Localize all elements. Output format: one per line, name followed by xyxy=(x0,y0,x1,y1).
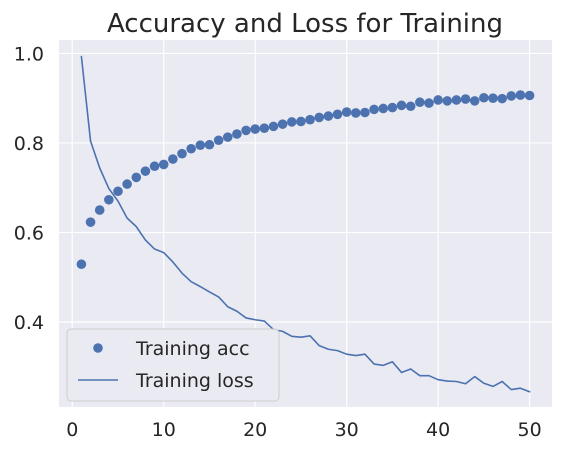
acc-point xyxy=(140,166,151,176)
acc-point xyxy=(158,159,169,170)
acc-point xyxy=(213,135,224,146)
acc-point xyxy=(122,179,132,189)
acc-point xyxy=(387,102,398,113)
acc-point xyxy=(268,121,279,132)
y-tick-label: 1.0 xyxy=(14,43,44,65)
legend-marker-acc xyxy=(93,343,103,353)
acc-point xyxy=(415,97,425,108)
acc-series xyxy=(76,90,535,270)
acc-point xyxy=(314,112,325,123)
acc-point xyxy=(76,259,87,270)
chart-title: Accuracy and Loss for Training xyxy=(107,9,503,39)
acc-point xyxy=(85,217,96,227)
acc-point xyxy=(94,205,105,215)
acc-point xyxy=(378,103,389,114)
acc-point xyxy=(351,108,361,118)
acc-point xyxy=(323,111,334,121)
acc-point xyxy=(305,114,315,125)
acc-point xyxy=(195,140,206,150)
acc-point xyxy=(149,161,160,172)
acc-point xyxy=(250,124,260,134)
acc-point xyxy=(442,96,453,106)
tick-labels: 0 10 20 30 40 50 0.4 0.6 0.8 1.0 xyxy=(14,43,542,441)
acc-point xyxy=(241,125,251,136)
x-tick-label: 30 xyxy=(335,419,359,441)
acc-point xyxy=(369,104,379,115)
legend: Training acc Training loss xyxy=(66,328,280,402)
loss-line xyxy=(80,55,531,393)
acc-point xyxy=(186,143,196,154)
acc-point xyxy=(332,109,343,120)
acc-point xyxy=(222,132,233,142)
acc-point xyxy=(424,98,434,108)
acc-point xyxy=(460,94,471,104)
acc-point xyxy=(515,90,526,100)
acc-point xyxy=(277,119,288,129)
acc-point xyxy=(497,93,507,104)
acc-point xyxy=(177,148,187,159)
acc-point xyxy=(259,123,270,133)
x-tick-label: 40 xyxy=(426,419,450,441)
acc-point xyxy=(286,117,297,127)
x-tick-label: 20 xyxy=(243,419,267,441)
acc-point xyxy=(360,107,370,118)
x-tick-label: 10 xyxy=(152,419,176,441)
x-tick-label: 0 xyxy=(66,419,78,441)
acc-point xyxy=(506,91,517,101)
acc-point xyxy=(469,96,480,106)
legend-label-loss: Training loss xyxy=(135,370,254,392)
acc-point xyxy=(232,129,242,139)
acc-point xyxy=(341,107,352,117)
acc-point xyxy=(451,95,462,105)
acc-point xyxy=(168,154,178,164)
y-tick-label: 0.6 xyxy=(14,222,44,244)
acc-point xyxy=(479,92,489,103)
acc-point xyxy=(296,116,306,127)
acc-point xyxy=(488,93,498,103)
acc-point xyxy=(113,186,123,197)
acc-point xyxy=(524,90,535,101)
acc-point xyxy=(396,100,407,111)
acc-point xyxy=(433,95,443,105)
x-tick-label: 50 xyxy=(517,419,541,441)
legend-label-acc: Training acc xyxy=(135,338,250,360)
acc-point xyxy=(104,194,114,205)
loss-series xyxy=(80,55,531,393)
acc-point xyxy=(405,101,416,112)
acc-point xyxy=(204,139,215,150)
legend-box xyxy=(66,328,280,402)
y-tick-label: 0.4 xyxy=(14,312,44,334)
acc-point xyxy=(131,172,142,183)
y-tick-label: 0.8 xyxy=(14,133,44,155)
